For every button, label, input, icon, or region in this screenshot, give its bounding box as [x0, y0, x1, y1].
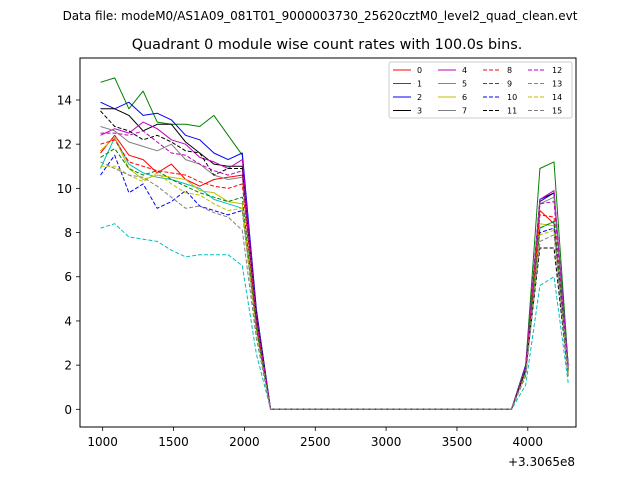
x-tick-label: 3500 [442, 435, 473, 449]
series-line-3 [100, 108, 569, 410]
y-tick-label: 4 [64, 314, 72, 328]
legend-label-5: 5 [462, 80, 467, 89]
y-tick-label: 0 [64, 403, 72, 417]
x-axis-offset-label: +3.3065e8 [508, 455, 575, 469]
legend-label-2: 2 [417, 93, 422, 102]
series-line-10 [100, 154, 569, 410]
series-line-7 [100, 126, 569, 410]
series-layer [100, 77, 569, 410]
series-line-14 [100, 165, 569, 410]
series-line-8 [100, 139, 569, 410]
series-line-6 [100, 137, 569, 410]
series-line-12 [100, 130, 569, 410]
series-line-5 [100, 137, 569, 410]
y-tick-label: 8 [64, 226, 72, 240]
legend-label-0: 0 [417, 66, 422, 75]
legend-label-1: 1 [417, 80, 422, 89]
x-tick-label: 1000 [87, 435, 118, 449]
series-line-4 [100, 121, 569, 410]
series-line-11 [100, 110, 569, 410]
legend-label-15: 15 [552, 107, 562, 116]
legend-frame [388, 61, 573, 119]
legend-label-10: 10 [507, 93, 517, 102]
legend-label-8: 8 [507, 66, 512, 75]
legend-label-4: 4 [462, 66, 467, 75]
x-axis-ticks: 1000 1500 2000 2500 3000 3500 4000 [87, 427, 543, 449]
legend-label-14: 14 [552, 93, 562, 102]
series-line-13 [100, 223, 569, 410]
x-tick-label: 2500 [300, 435, 331, 449]
series-line-2 [100, 101, 569, 410]
y-tick-label: 10 [57, 182, 72, 196]
plot-area: 1000 1500 2000 2500 3000 3500 4000 02468101214… [57, 57, 577, 469]
y-tick-label: 12 [57, 138, 72, 152]
legend-label-3: 3 [417, 107, 422, 116]
x-tick-label: 2000 [229, 435, 260, 449]
y-tick-label: 6 [64, 270, 72, 284]
chart-suptitle: Data file: modeM0/AS1A09_081T01_90000037… [63, 9, 578, 23]
x-tick-label: 4000 [513, 435, 544, 449]
legend-label-7: 7 [462, 107, 467, 116]
legend-label-9: 9 [507, 80, 512, 89]
legend-label-11: 11 [507, 107, 517, 116]
chart-title: Quadrant 0 module wise count rates with … [132, 37, 523, 53]
y-tick-label: 2 [64, 359, 72, 373]
series-line-1 [100, 77, 569, 410]
legend-label-12: 12 [552, 66, 562, 75]
series-line-0 [100, 134, 569, 410]
axes-frame [79, 57, 577, 428]
y-tick-label: 14 [57, 93, 72, 107]
legend-label-13: 13 [552, 80, 562, 89]
series-line-15 [100, 161, 569, 410]
x-tick-label: 3000 [371, 435, 402, 449]
series-line-9 [100, 148, 569, 410]
legend-label-6: 6 [462, 93, 467, 102]
y-axis-ticks: 0 2 4 6 8 10 12 14 [57, 93, 80, 417]
x-tick-label: 1500 [158, 435, 189, 449]
